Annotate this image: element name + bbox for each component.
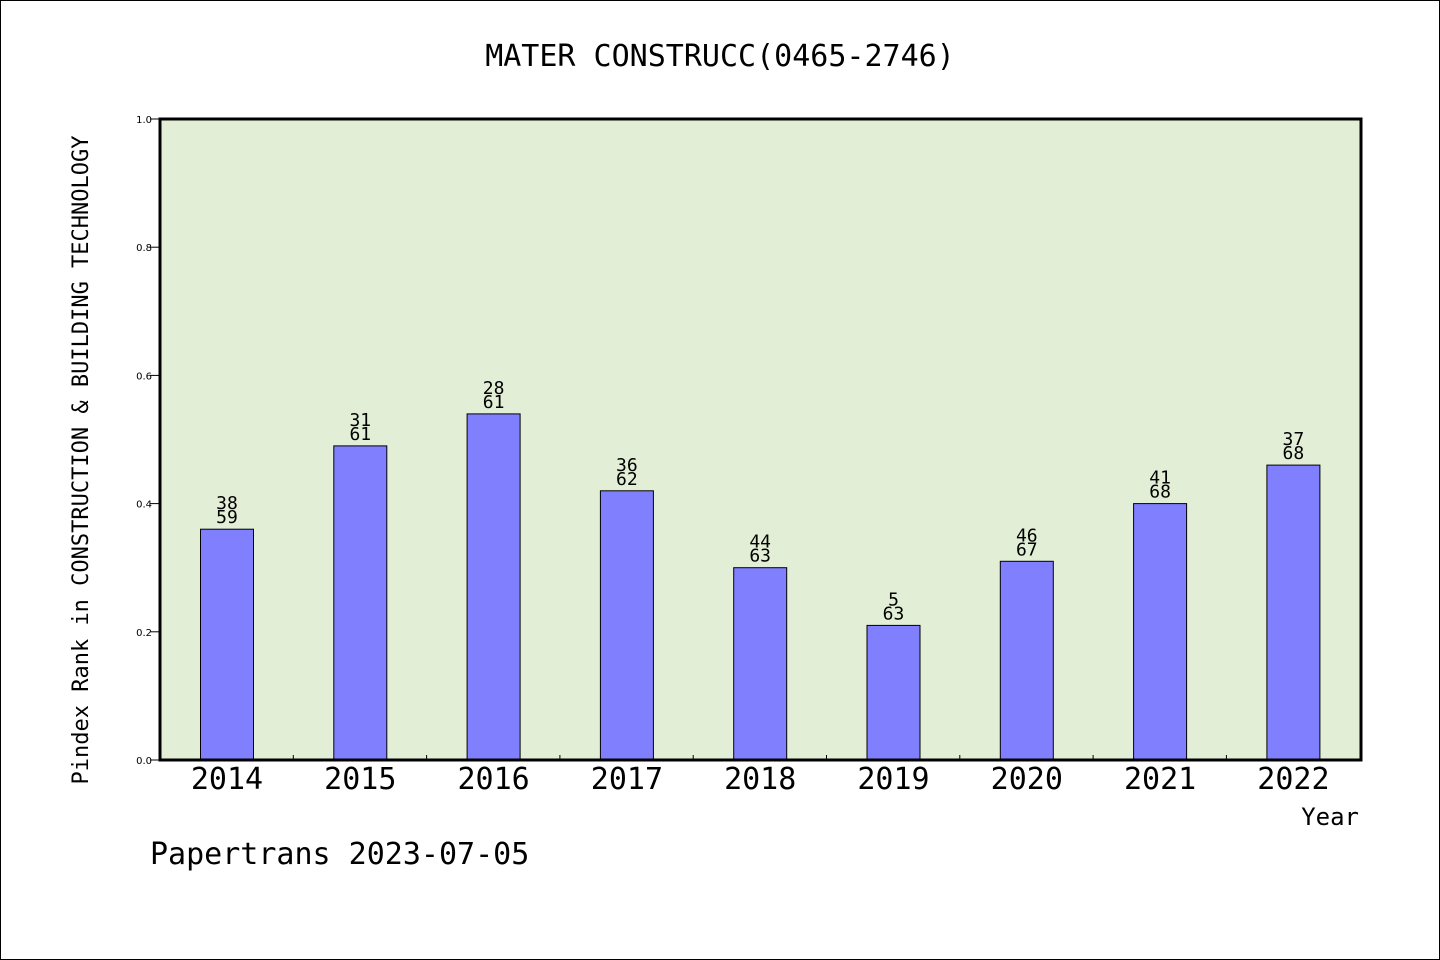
bar [733, 567, 788, 761]
y-tick-label: 0.4 [136, 500, 152, 511]
x-axis-ticks: 2014 2015 2016 2017 2018 2019 2020 2021 2022 [191, 755, 1330, 797]
bar-label-top: 5 [888, 589, 899, 610]
chart-title: MATER CONSTRUCC(0465-2746) [485, 39, 955, 74]
y-axis-label: Pindex Rank in CONSTRUCTION & BUILDING T… [69, 135, 94, 784]
bar-label-bottom: 67 [1016, 539, 1038, 560]
bar-label-top: 38 [216, 493, 238, 514]
bar-label-bottom: 61 [349, 424, 371, 445]
bar [1133, 503, 1188, 761]
bar-label-top: 37 [1283, 429, 1305, 450]
x-tick-label: 2017 [591, 762, 663, 797]
y-tick-label: 0.2 [136, 628, 152, 639]
bar [466, 413, 521, 761]
x-tick-label: 2014 [191, 762, 263, 797]
x-tick-label: 2016 [457, 762, 529, 797]
bar-label-bottom: 68 [1283, 443, 1305, 464]
y-tick-label: 1.0 [136, 115, 152, 126]
bar [999, 560, 1054, 761]
x-tick-label: 2015 [324, 762, 396, 797]
bar-label-bottom: 68 [1149, 482, 1171, 503]
bar-label-bottom: 63 [749, 546, 771, 567]
y-tick-label: 0.0 [136, 756, 152, 767]
footer-text: Papertrans 2023-07-05 [150, 837, 529, 872]
plot-border [158, 117, 1363, 762]
bar-label-top: 36 [616, 455, 638, 476]
bar-label-bottom: 63 [883, 603, 905, 624]
bar-label-top: 31 [349, 410, 371, 431]
bar-label-bottom: 62 [616, 469, 638, 490]
y-tick-label: 0.6 [136, 371, 152, 382]
y-tick-label: 0.8 [136, 243, 152, 254]
x-axis-label: Year [1301, 803, 1359, 831]
bar-label-top: 41 [1149, 468, 1171, 489]
bar-label-top: 28 [483, 378, 505, 399]
x-tick-label: 2019 [857, 762, 929, 797]
bar [599, 490, 654, 761]
x-tick-label: 2020 [991, 762, 1063, 797]
bar-label-bottom: 59 [216, 507, 238, 528]
bar-label-top: 46 [1016, 525, 1038, 546]
bar [866, 624, 921, 761]
y-axis-ticks: 0.0 0.2 0.4 0.6 0.8 1.0 [136, 115, 159, 767]
bar-label-top: 44 [749, 532, 771, 553]
x-tick-label: 2022 [1257, 762, 1329, 797]
bar-label-bottom: 61 [483, 392, 505, 413]
x-tick-label: 2018 [724, 762, 796, 797]
bar [1266, 464, 1321, 761]
bar [200, 528, 254, 761]
bar [333, 445, 388, 761]
x-tick-label: 2021 [1124, 762, 1196, 797]
